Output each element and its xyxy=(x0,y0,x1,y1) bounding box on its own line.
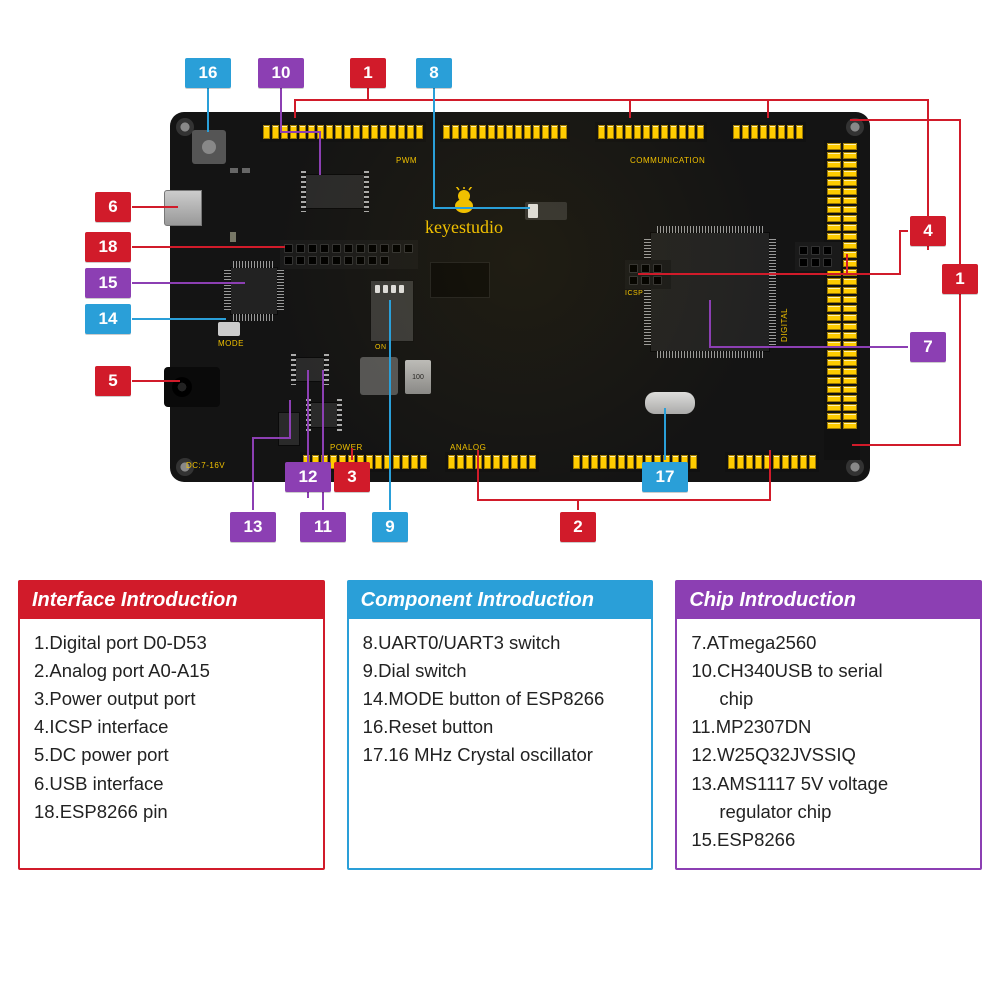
callout-4: 4 xyxy=(910,216,946,246)
callout-11: 11 xyxy=(300,512,346,542)
callout-10: 10 xyxy=(258,58,304,88)
pcb-board: keyestudio xyxy=(170,112,870,482)
legend-item: 4.ICSP interface xyxy=(34,713,309,741)
callout-3: 3 xyxy=(334,462,370,492)
callout-13: 13 xyxy=(230,512,276,542)
silk-dc: DC:7-16V xyxy=(186,461,225,470)
callout-5: 5 xyxy=(95,366,131,396)
legend-item: 9.Dial switch xyxy=(363,657,638,685)
legend-item: 13.AMS1117 5V voltageregulator chip xyxy=(691,770,966,826)
reset-button xyxy=(192,130,226,164)
legend-component: Component Introduction 8.UART0/UART3 swi… xyxy=(347,580,654,870)
crystal-16mhz xyxy=(645,392,695,414)
chip-ams1117 xyxy=(278,412,300,446)
legend-chip-list: 7.ATmega256010.CH340USB to serialchip11.… xyxy=(677,619,980,868)
brand-logo: keyestudio xyxy=(425,187,503,238)
silk-digital: DIGITAL xyxy=(780,308,789,342)
legend-item: 10.CH340USB to serialchip xyxy=(691,657,966,713)
silk-analog: ANALOG xyxy=(450,443,486,452)
icsp-header xyxy=(625,260,671,289)
uart-switch xyxy=(525,202,567,220)
chip-mp2307 xyxy=(310,402,338,428)
legend-item: 11.MP2307DN xyxy=(691,713,966,741)
callout-8: 8 xyxy=(416,58,452,88)
legend-interface: Interface Introduction 1.Digital port D0… xyxy=(18,580,325,870)
legend-item: 5.DC power port xyxy=(34,741,309,769)
legend-component-list: 8.UART0/UART3 switch9.Dial switch14.MODE… xyxy=(349,619,652,784)
legend-item: 16.Reset button xyxy=(363,713,638,741)
dc-jack xyxy=(164,367,220,407)
legend-item: 17.16 MHz Crystal oscillator xyxy=(363,741,638,769)
callout-14: 14 xyxy=(85,304,131,334)
legend-chip-title: Chip Introduction xyxy=(677,582,980,619)
legend-item: 7.ATmega2560 xyxy=(691,629,966,657)
callout-7: 7 xyxy=(910,332,946,362)
brand-name: keyestudio xyxy=(425,217,503,237)
usb-port xyxy=(164,190,202,226)
callout-12: 12 xyxy=(285,462,331,492)
mode-button xyxy=(218,322,240,336)
silk-pwm: PWM xyxy=(396,156,417,165)
silk-mode: MODE xyxy=(218,339,244,348)
legend-interface-title: Interface Introduction xyxy=(20,582,323,619)
legend-row: Interface Introduction 1.Digital port D0… xyxy=(18,580,982,870)
legend-item: 8.UART0/UART3 switch xyxy=(363,629,638,657)
callout-1: 1 xyxy=(942,264,978,294)
silk-icsp: ICSP xyxy=(625,290,643,297)
chip-flash xyxy=(295,357,325,382)
callout-6: 6 xyxy=(95,192,131,222)
callout-2: 2 xyxy=(560,512,596,542)
capacitor: 100 xyxy=(405,360,431,394)
legend-item: 14.MODE button of ESP8266 xyxy=(363,685,638,713)
callout-16: 16 xyxy=(185,58,231,88)
silk-power: POWER xyxy=(330,443,363,452)
inductor xyxy=(360,357,398,395)
callout-1: 1 xyxy=(350,58,386,88)
header-top-1 xyxy=(260,122,426,142)
legend-item: 18.ESP8266 pin xyxy=(34,798,309,826)
legend-chip: Chip Introduction 7.ATmega256010.CH340US… xyxy=(675,580,982,870)
silk-on: ON xyxy=(375,344,387,351)
callout-17: 17 xyxy=(642,462,688,492)
legend-item: 6.USB interface xyxy=(34,770,309,798)
legend-item: 1.Digital port D0-D53 xyxy=(34,629,309,657)
icsp-header-2 xyxy=(795,242,841,271)
header-top-4 xyxy=(730,122,806,142)
header-bot-2 xyxy=(445,452,539,472)
legend-item: 12.W25Q32JVSSIQ xyxy=(691,741,966,769)
chip-ch340 xyxy=(305,174,365,209)
legend-interface-list: 1.Digital port D0-D532.Analog port A0-A1… xyxy=(20,619,323,840)
legend-item: 15.ESP8266 xyxy=(691,826,966,854)
legend-component-title: Component Introduction xyxy=(349,582,652,619)
callout-18: 18 xyxy=(85,232,131,262)
legend-item: 2.Analog port A0-A15 xyxy=(34,657,309,685)
header-right xyxy=(824,140,860,460)
callout-15: 15 xyxy=(85,268,131,298)
infographic-stage: keyestudio xyxy=(0,0,1000,1000)
dip-switch xyxy=(370,280,414,342)
header-top-2 xyxy=(440,122,570,142)
header-top-3 xyxy=(595,122,707,142)
chip-atmega2560 xyxy=(650,232,770,352)
legend-item: 3.Power output port xyxy=(34,685,309,713)
header-bot-4 xyxy=(725,452,819,472)
chip-esp8266 xyxy=(230,267,278,315)
female-header-esp xyxy=(280,240,418,269)
callout-9: 9 xyxy=(372,512,408,542)
silk-comm: COMMUNICATION xyxy=(630,156,705,165)
